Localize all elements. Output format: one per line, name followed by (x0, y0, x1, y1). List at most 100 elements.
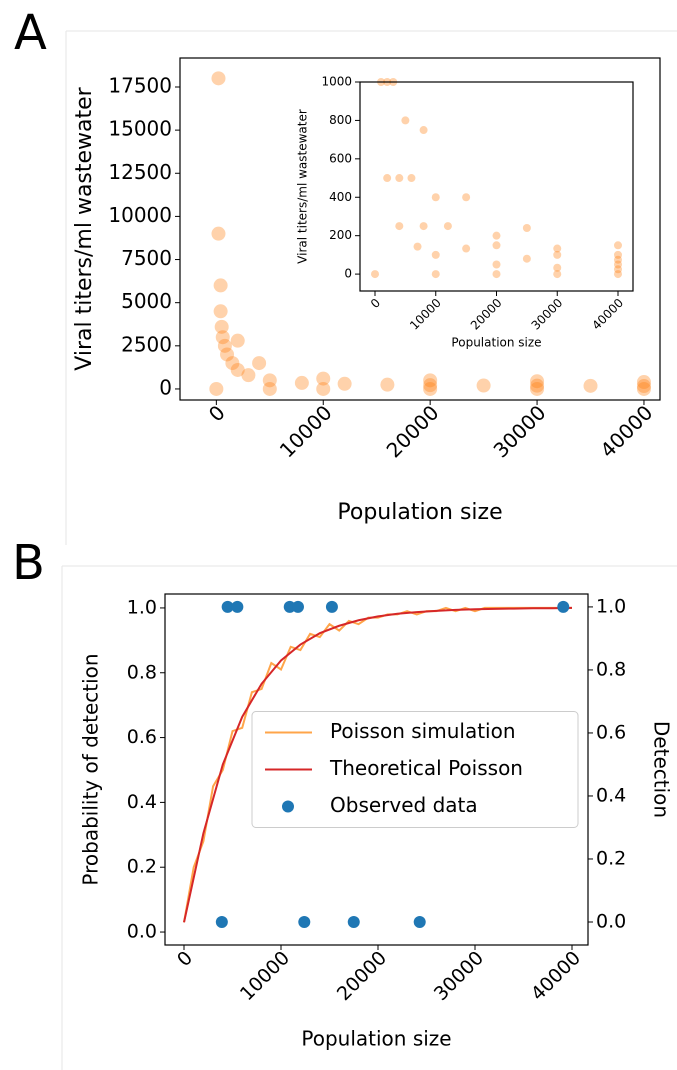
x-axis-label: Population size (337, 500, 502, 525)
data-point (283, 600, 296, 613)
data-point (522, 254, 531, 263)
data-point (583, 378, 598, 393)
data-point (298, 915, 311, 928)
data-point (413, 915, 426, 928)
panel-label: B (12, 535, 45, 591)
data-point (213, 278, 228, 293)
data-point (231, 600, 244, 613)
y-tick-label: 0.4 (127, 791, 157, 813)
data-point (530, 374, 545, 389)
data-point (530, 378, 545, 393)
plot-content (183, 600, 573, 928)
data-point (492, 270, 501, 279)
data-point (209, 381, 224, 396)
data-point (337, 376, 352, 391)
data-point (395, 222, 404, 231)
data-point (291, 600, 304, 613)
x-tick-label: 40000 (527, 947, 585, 1005)
y-axis-label: Probability of detection (79, 653, 103, 885)
data-point (213, 304, 228, 319)
data-point (211, 226, 226, 241)
data-point (636, 375, 651, 390)
data-point (553, 250, 562, 259)
data-point (401, 116, 410, 125)
x-tick-label: 40000 (595, 400, 657, 462)
x-tick-label: 10000 (236, 947, 294, 1005)
y2-tick-label: 1.0 (596, 595, 626, 617)
axes-frame (164, 593, 589, 946)
y-tick-label: 800 (329, 113, 352, 127)
data-point (443, 222, 452, 231)
x-tick-label: 20000 (333, 947, 391, 1005)
y2-tick-label: 0.4 (596, 784, 626, 806)
data-point (316, 371, 331, 386)
data-point (423, 373, 438, 388)
y2-tick-label: 0.0 (596, 910, 626, 932)
y-axis-label: Viral titers/ml wastewater (296, 109, 310, 264)
data-point (407, 174, 416, 183)
data-point (492, 231, 501, 240)
data-point (215, 330, 230, 345)
data-point (220, 347, 235, 362)
plot-content (371, 78, 622, 279)
data-point (492, 260, 501, 269)
data-point (215, 915, 228, 928)
y-tick-label: 0.8 (127, 661, 157, 683)
y-tick-label: 15000 (108, 117, 172, 141)
data-point (492, 241, 501, 250)
x-tick-label: 20000 (382, 400, 444, 462)
plot-background (360, 82, 633, 291)
y2-tick-label: 0.2 (596, 847, 626, 869)
legend-label: Poisson simulation (330, 719, 516, 743)
data-point (262, 373, 277, 388)
x-axis-label: Population size (451, 336, 541, 350)
y-tick-label: 0.2 (127, 856, 157, 878)
data-point (431, 250, 440, 259)
data-point (431, 193, 440, 202)
data-point (241, 368, 256, 383)
y-tick-label: 600 (329, 151, 352, 165)
data-point (380, 377, 395, 392)
y-tick-label: 400 (329, 190, 352, 204)
x-tick-label: 30000 (430, 947, 488, 1005)
legend-label: Theoretical Poisson (329, 756, 523, 780)
data-point (553, 270, 562, 279)
legend-swatch (282, 800, 294, 813)
data-point (225, 356, 240, 371)
data-point (557, 600, 570, 613)
x-tick-label: 30000 (489, 400, 551, 462)
y-tick-label: 12500 (108, 160, 172, 184)
y2-tick-label: 0.6 (596, 721, 626, 743)
legend-box (251, 711, 579, 828)
y2-tick-label: 0.8 (596, 658, 626, 680)
data-line (183, 606, 573, 923)
data-point (476, 378, 491, 393)
data-point (211, 71, 226, 86)
data-point (462, 244, 471, 253)
data-point (613, 241, 622, 250)
data-point (230, 333, 245, 348)
y-tick-label: 5000 (121, 289, 172, 313)
y2-axis-label: Detection (650, 721, 674, 818)
data-point (553, 263, 562, 272)
x-tick-label: 10000 (275, 400, 337, 462)
y-tick-label: 7500 (121, 246, 172, 270)
data-point (613, 265, 622, 274)
data-point (230, 362, 245, 377)
y-tick-label: 0 (344, 267, 352, 281)
y-tick-label: 10000 (108, 203, 172, 227)
data-point (217, 338, 232, 353)
data-point (613, 260, 622, 269)
x-axis-label: Population size (301, 1027, 451, 1051)
data-point (221, 600, 234, 613)
x-tick-label: 0 (173, 947, 197, 971)
data-point (613, 255, 622, 264)
data-point (371, 270, 380, 279)
data-point (325, 600, 338, 613)
data-point (316, 381, 331, 396)
data-point (413, 242, 422, 251)
plot-content (209, 71, 651, 396)
y-tick-label: 0.6 (127, 726, 157, 748)
data-point (419, 222, 428, 231)
